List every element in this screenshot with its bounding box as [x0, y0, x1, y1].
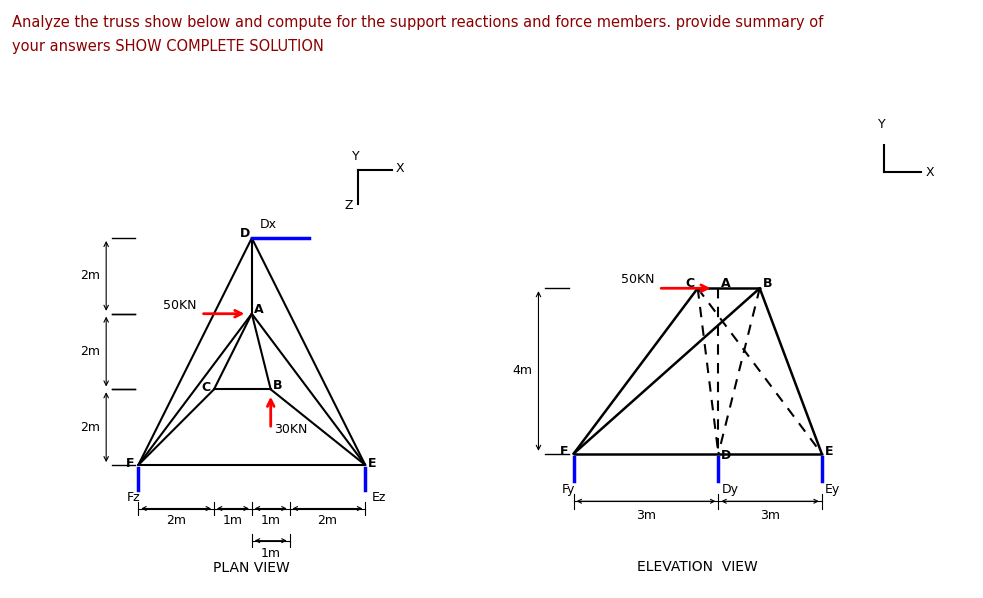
Text: 2m: 2m	[166, 514, 186, 527]
Text: 30KN: 30KN	[273, 423, 307, 436]
Text: 2m: 2m	[81, 420, 100, 434]
Text: 3m: 3m	[636, 509, 656, 521]
Text: F: F	[126, 457, 135, 469]
Text: D: D	[240, 227, 250, 240]
Text: X: X	[395, 161, 404, 175]
Text: Ey: Ey	[825, 483, 840, 496]
Text: Y: Y	[352, 150, 360, 163]
Text: Dx: Dx	[260, 218, 277, 231]
Text: 50KN: 50KN	[163, 299, 197, 312]
Text: 1m: 1m	[260, 547, 281, 560]
Text: Dy: Dy	[722, 483, 738, 496]
Text: E: E	[825, 445, 834, 458]
Text: D: D	[721, 449, 731, 462]
Text: 50KN: 50KN	[621, 273, 655, 286]
Text: X: X	[925, 166, 934, 179]
Text: Y: Y	[878, 118, 886, 131]
Text: Ez: Ez	[373, 491, 386, 504]
Text: Analyze the truss show below and compute for the support reactions and force mem: Analyze the truss show below and compute…	[12, 15, 823, 30]
Text: A: A	[254, 303, 263, 316]
Text: B: B	[763, 277, 772, 290]
Text: PLAN VIEW: PLAN VIEW	[213, 561, 290, 575]
Text: C: C	[686, 277, 695, 290]
Text: F: F	[560, 445, 569, 458]
Text: 1m: 1m	[260, 514, 281, 527]
Text: 2m: 2m	[81, 269, 100, 282]
Text: 3m: 3m	[760, 509, 781, 521]
Text: A: A	[721, 277, 730, 290]
Text: Z: Z	[345, 199, 353, 212]
Text: Fz: Fz	[127, 491, 141, 504]
Text: C: C	[202, 381, 210, 394]
Text: E: E	[368, 457, 376, 469]
Text: ELEVATION  VIEW: ELEVATION VIEW	[637, 560, 758, 573]
Text: 2m: 2m	[318, 514, 337, 527]
Text: 4m: 4m	[512, 365, 532, 377]
Text: Fy: Fy	[562, 483, 575, 496]
Text: your answers SHOW COMPLETE SOLUTION: your answers SHOW COMPLETE SOLUTION	[12, 39, 323, 54]
Text: 1m: 1m	[223, 514, 243, 527]
Text: 2m: 2m	[81, 345, 100, 358]
Text: B: B	[272, 379, 282, 392]
